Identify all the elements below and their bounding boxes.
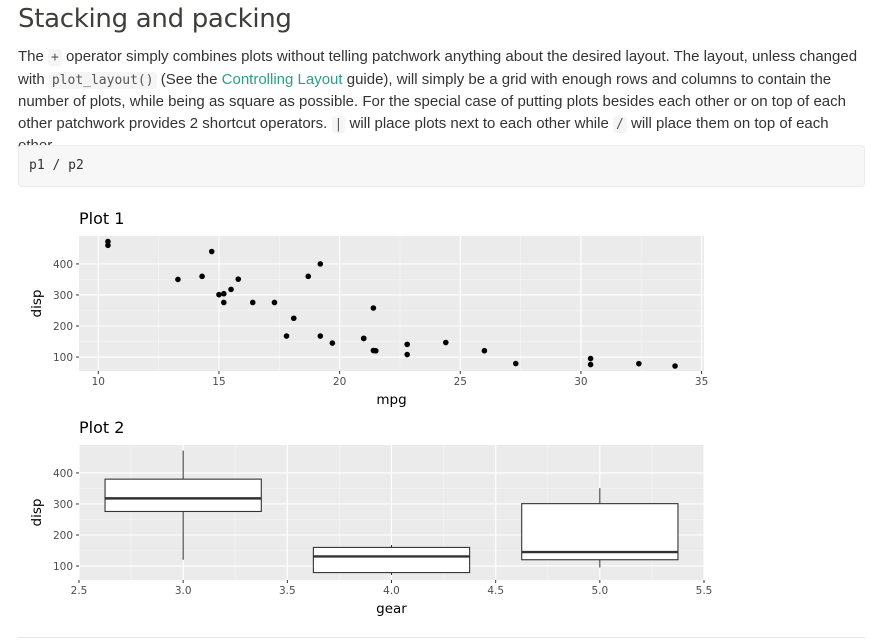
data-point — [587, 361, 594, 368]
data-point — [220, 299, 227, 306]
data-point — [404, 341, 410, 348]
y-tick-label: 100 — [53, 352, 73, 364]
pipe-operator-code: | — [331, 115, 346, 133]
data-point — [442, 339, 449, 346]
plot-title: Plot 1 — [79, 209, 124, 228]
x-tick-label: 20 — [333, 376, 346, 388]
data-point — [199, 273, 205, 280]
x-tick-label: 4.5 — [487, 585, 504, 597]
plot-layout-code: plot_layout() — [48, 71, 157, 89]
box — [104, 478, 262, 513]
data-point — [216, 291, 222, 298]
data-point — [370, 305, 377, 311]
text-run: will place plots next to each other whil… — [345, 114, 613, 132]
code-text: p1 / p2 — [29, 158, 84, 173]
data-point — [481, 347, 488, 354]
x-tick-label: 3.5 — [279, 585, 296, 597]
text-run: The — [18, 48, 49, 65]
x-tick-label: 35 — [695, 376, 708, 388]
data-point — [208, 248, 215, 255]
patchwork-figure: 10 15 20 25 30 35 100 200 300 400 Plot 1 mpg disp 2.5… — [29, 209, 713, 617]
page-title: Stacking and packing — [18, 4, 292, 34]
slash-operator-code: / — [612, 115, 627, 133]
x-tick-label: 15 — [212, 376, 225, 388]
y-tick-label: 400 — [53, 259, 73, 271]
x-tick-label: 10 — [92, 376, 105, 388]
x-tick-label: 3.0 — [175, 585, 192, 597]
y-tick-label: 300 — [53, 499, 73, 511]
data-point — [175, 276, 181, 283]
plot-title: Plot 2 — [79, 418, 124, 437]
data-point — [317, 333, 324, 339]
divider — [18, 637, 865, 638]
data-point — [305, 273, 312, 280]
x-tick-label: 5.0 — [591, 585, 608, 597]
data-point — [329, 340, 336, 346]
x-axis-label: gear — [376, 601, 407, 617]
data-point — [290, 315, 297, 322]
data-point — [360, 335, 367, 342]
data-point — [512, 360, 519, 367]
y-tick-label: 200 — [53, 321, 73, 333]
text-run: (See the — [156, 70, 222, 88]
controlling-layout-link[interactable]: Controlling Layout — [221, 70, 343, 88]
data-point — [404, 351, 410, 358]
x-axis-label: mpg — [376, 392, 406, 408]
x-tick-label: 25 — [454, 376, 467, 388]
data-point — [370, 347, 377, 354]
data-point — [105, 242, 111, 249]
box — [312, 546, 471, 574]
y-tick-label: 400 — [53, 468, 73, 480]
plot-panel — [79, 236, 704, 371]
code-block[interactable]: p1 / p2 — [18, 145, 865, 187]
x-tick-label: 2.5 — [71, 585, 88, 597]
y-tick-label: 300 — [53, 290, 73, 302]
text-run: operator simply combines plots without t… — [18, 48, 858, 88]
y-axis-label: disp — [29, 499, 45, 527]
box — [521, 503, 679, 561]
data-point — [317, 261, 324, 267]
plus-operator-code: + — [48, 49, 62, 66]
x-tick-label: 30 — [574, 376, 587, 388]
y-tick-label: 100 — [53, 561, 73, 573]
text-run: guide), will simply be a grid with enoug… — [18, 70, 846, 132]
y-axis-label: disp — [29, 290, 45, 318]
data-point — [271, 299, 278, 306]
data-point — [249, 299, 256, 306]
data-point — [220, 290, 227, 297]
data-point — [587, 355, 594, 362]
x-tick-label: 5.5 — [696, 585, 713, 597]
data-point — [636, 360, 642, 367]
x-tick-label: 4.0 — [383, 585, 400, 597]
data-point — [235, 276, 242, 282]
data-point — [672, 363, 678, 369]
intro-paragraph: The + operator simply combines plots wit… — [18, 46, 866, 157]
data-point — [228, 286, 234, 293]
y-tick-label: 200 — [53, 530, 73, 542]
data-point — [283, 333, 290, 339]
